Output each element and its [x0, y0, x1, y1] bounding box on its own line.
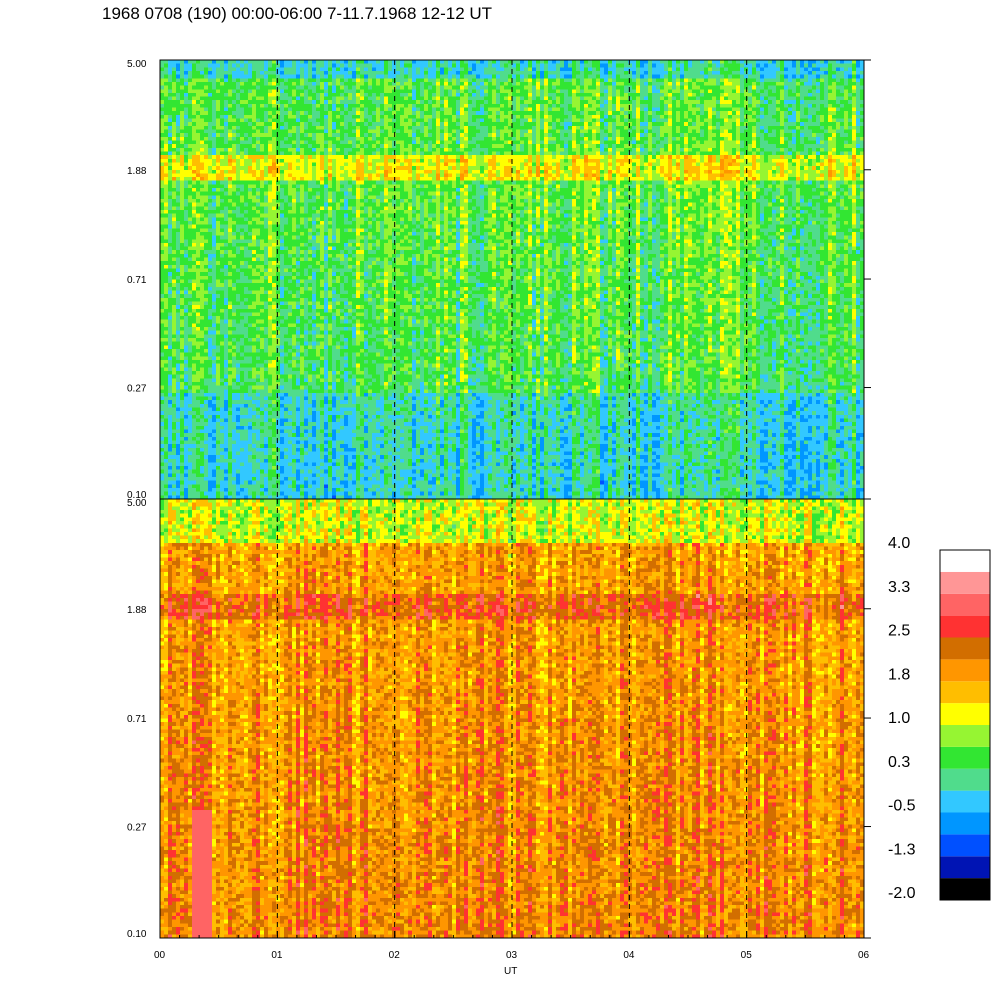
- colorbar-swatch-5: [940, 768, 990, 791]
- colorbar-label-0: 4.0: [888, 535, 910, 552]
- x-axis-label: UT: [504, 966, 517, 977]
- colorbar-swatch-2: [940, 834, 990, 857]
- colorbar-label-8: -2.0: [888, 885, 916, 902]
- ytick-label-1-1: 1.88: [127, 166, 147, 177]
- colorbar-swatch-6: [940, 746, 990, 769]
- xtick-label-0: 00: [154, 950, 166, 961]
- ytick-label-1-3: 0.27: [127, 384, 147, 395]
- colorbar-label-4: 1.0: [888, 710, 910, 727]
- colorbar-swatch-14: [940, 571, 990, 594]
- ytick-label-2-1: 1.88: [127, 605, 147, 616]
- ytick-label-2-2: 0.71: [127, 714, 147, 725]
- xtick-label-6: 06: [858, 950, 870, 961]
- ytick-label-1-0: 5.00: [127, 59, 147, 70]
- xtick-label-2: 02: [389, 950, 401, 961]
- colorbar-swatch-8: [940, 703, 990, 725]
- colorbar-swatch-11: [940, 637, 990, 660]
- colorbar-label-5: 0.3: [888, 754, 910, 771]
- xtick-label-4: 04: [623, 950, 635, 961]
- colorbar-swatch-13: [940, 593, 990, 616]
- ytick-label-1-4: 0.10: [127, 490, 147, 501]
- xtick-label-5: 05: [741, 950, 753, 961]
- colorbar-swatch-3: [940, 812, 990, 835]
- colorbar-label-6: -0.5: [888, 798, 916, 815]
- colorbar-label-1: 3.3: [888, 579, 910, 596]
- ytick-label-1-2: 0.71: [127, 275, 147, 286]
- ytick-label-2-3: 0.27: [127, 823, 147, 834]
- page-title: 1968 0708 (190) 00:00-06:00 7-11.7.1968 …: [102, 4, 493, 23]
- colorbar-swatch-9: [940, 681, 990, 704]
- colorbar-label-7: -1.3: [888, 841, 916, 858]
- colorbar-frame: [939, 549, 991, 901]
- ytick-label-2-4: 0.10: [127, 929, 147, 940]
- colorbar-label-2: 2.5: [888, 623, 910, 640]
- ytick-label-2-0: 5.00: [127, 498, 147, 509]
- colorbar-swatch-10: [940, 659, 990, 682]
- colorbar-swatch-12: [940, 615, 990, 638]
- colorbar-swatch-7: [940, 725, 990, 747]
- colorbar-label-3: 1.8: [888, 666, 910, 683]
- colorbar-swatch-4: [940, 790, 990, 813]
- xtick-label-1: 01: [271, 950, 283, 961]
- xtick-label-3: 03: [506, 950, 518, 961]
- colorbar-swatch-1: [940, 856, 990, 879]
- colorbar-swatch-0: [940, 878, 990, 900]
- colorbar-swatch-15: [940, 550, 990, 572]
